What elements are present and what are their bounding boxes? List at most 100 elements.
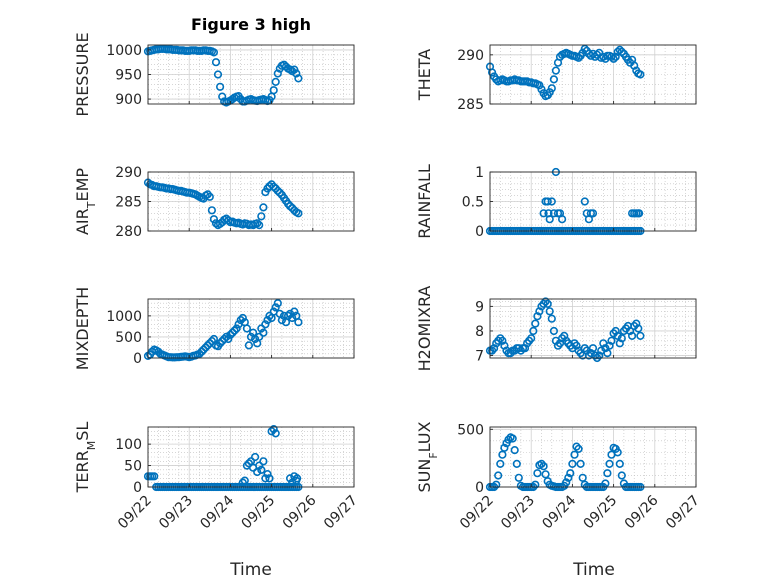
data-point xyxy=(294,74,303,83)
data-point xyxy=(512,459,521,469)
x-tick-label: 09/24 xyxy=(197,492,237,532)
y-tick-label: 500 xyxy=(115,330,142,346)
y-tick-label: 280 xyxy=(115,224,142,240)
data-point xyxy=(195,349,204,358)
data-point xyxy=(253,219,262,228)
data-point xyxy=(510,446,519,455)
data-point xyxy=(263,316,272,325)
data-point xyxy=(230,326,239,335)
data-point xyxy=(251,452,260,462)
data-point xyxy=(547,84,556,93)
data-point xyxy=(207,206,216,215)
y-tick-label: 50 xyxy=(124,459,142,475)
data-point xyxy=(498,450,507,459)
data-point xyxy=(273,186,282,195)
data-point xyxy=(529,326,538,336)
data-point xyxy=(580,197,589,206)
y-axis-label: THETA xyxy=(415,49,434,101)
data-point xyxy=(265,311,274,321)
data-point xyxy=(261,320,270,329)
data-point xyxy=(607,336,616,345)
data-point xyxy=(580,44,589,54)
data-point xyxy=(222,332,231,342)
y-tick-label: 290 xyxy=(115,165,142,181)
y-axis-label: TERRMSL xyxy=(73,422,98,494)
subplot-terr-msl: 0 50 100 TERRMSL 09/22 09/23 09/24 09/25 09/26 09… xyxy=(73,422,361,533)
data-point xyxy=(284,311,293,321)
data-point xyxy=(203,341,212,350)
data-point xyxy=(199,345,208,354)
data-point xyxy=(508,434,517,443)
data-point xyxy=(539,209,548,218)
x-axis-label-left: Time xyxy=(229,560,272,580)
data-point xyxy=(218,92,227,101)
data-point xyxy=(535,81,544,90)
data-point xyxy=(584,49,594,58)
y-tick-label: 9 xyxy=(475,299,484,315)
data-markers xyxy=(143,299,303,362)
data-point xyxy=(269,86,278,95)
data-point xyxy=(273,299,282,308)
data-point xyxy=(240,476,249,485)
data-point xyxy=(504,435,513,444)
data-point xyxy=(531,480,540,489)
x-tick-label: 09/27 xyxy=(321,493,361,533)
data-point xyxy=(636,331,645,341)
x-axis-label-right: Time xyxy=(572,560,615,580)
y-tick-label: 500 xyxy=(457,422,484,438)
data-point xyxy=(205,192,214,201)
data-point xyxy=(496,459,505,469)
data-point xyxy=(634,209,644,218)
x-tick-label: 09/23 xyxy=(156,493,196,533)
y-axis-label: H2OMIXRA xyxy=(415,286,434,372)
data-point xyxy=(238,313,247,323)
data-point xyxy=(255,332,264,342)
data-point xyxy=(207,337,216,346)
x-tick-label: 09/27 xyxy=(663,493,703,533)
data-point xyxy=(244,341,253,350)
axes-box xyxy=(147,426,355,488)
axes-box xyxy=(489,44,697,105)
data-point xyxy=(588,209,598,218)
axes-box xyxy=(489,426,697,488)
data-point xyxy=(232,324,241,333)
y-tick-label: 0 xyxy=(475,480,484,496)
y-axis-label: AIRTEMP xyxy=(73,168,98,235)
data-point xyxy=(607,52,616,61)
data-point xyxy=(267,427,276,436)
data-point xyxy=(269,182,278,191)
data-point xyxy=(537,459,546,469)
y-tick-label: 0 xyxy=(133,480,142,496)
data-point xyxy=(273,69,282,78)
subplot-mixdepth: 0 500 1000 MIXDEPTH xyxy=(73,287,355,370)
data-markers xyxy=(143,44,303,107)
data-point xyxy=(197,347,206,356)
data-point xyxy=(632,319,641,328)
data-point xyxy=(566,469,575,478)
data-point xyxy=(545,307,554,316)
data-point xyxy=(288,203,297,213)
x-tick-label: 09/24 xyxy=(539,492,579,532)
x-tick-label: 09/23 xyxy=(498,493,538,533)
data-point xyxy=(246,332,256,342)
x-tick-label: 09/26 xyxy=(280,492,320,532)
data-point xyxy=(238,478,247,487)
axes-box xyxy=(147,298,355,359)
data-point xyxy=(572,442,581,451)
y-tick-label: 290 xyxy=(457,48,484,64)
data-point xyxy=(220,334,229,344)
y-tick-label: 7 xyxy=(475,349,484,365)
data-point xyxy=(570,450,579,459)
y-tick-label: 0 xyxy=(133,351,142,367)
data-point xyxy=(551,66,561,75)
data-point xyxy=(294,318,303,327)
data-point xyxy=(228,328,237,337)
subplot-theta: 285 290 THETA xyxy=(415,44,697,113)
data-point xyxy=(578,473,587,482)
data-point xyxy=(488,68,497,77)
data-point xyxy=(294,209,303,218)
data-point xyxy=(271,303,280,312)
data-point xyxy=(617,471,626,480)
